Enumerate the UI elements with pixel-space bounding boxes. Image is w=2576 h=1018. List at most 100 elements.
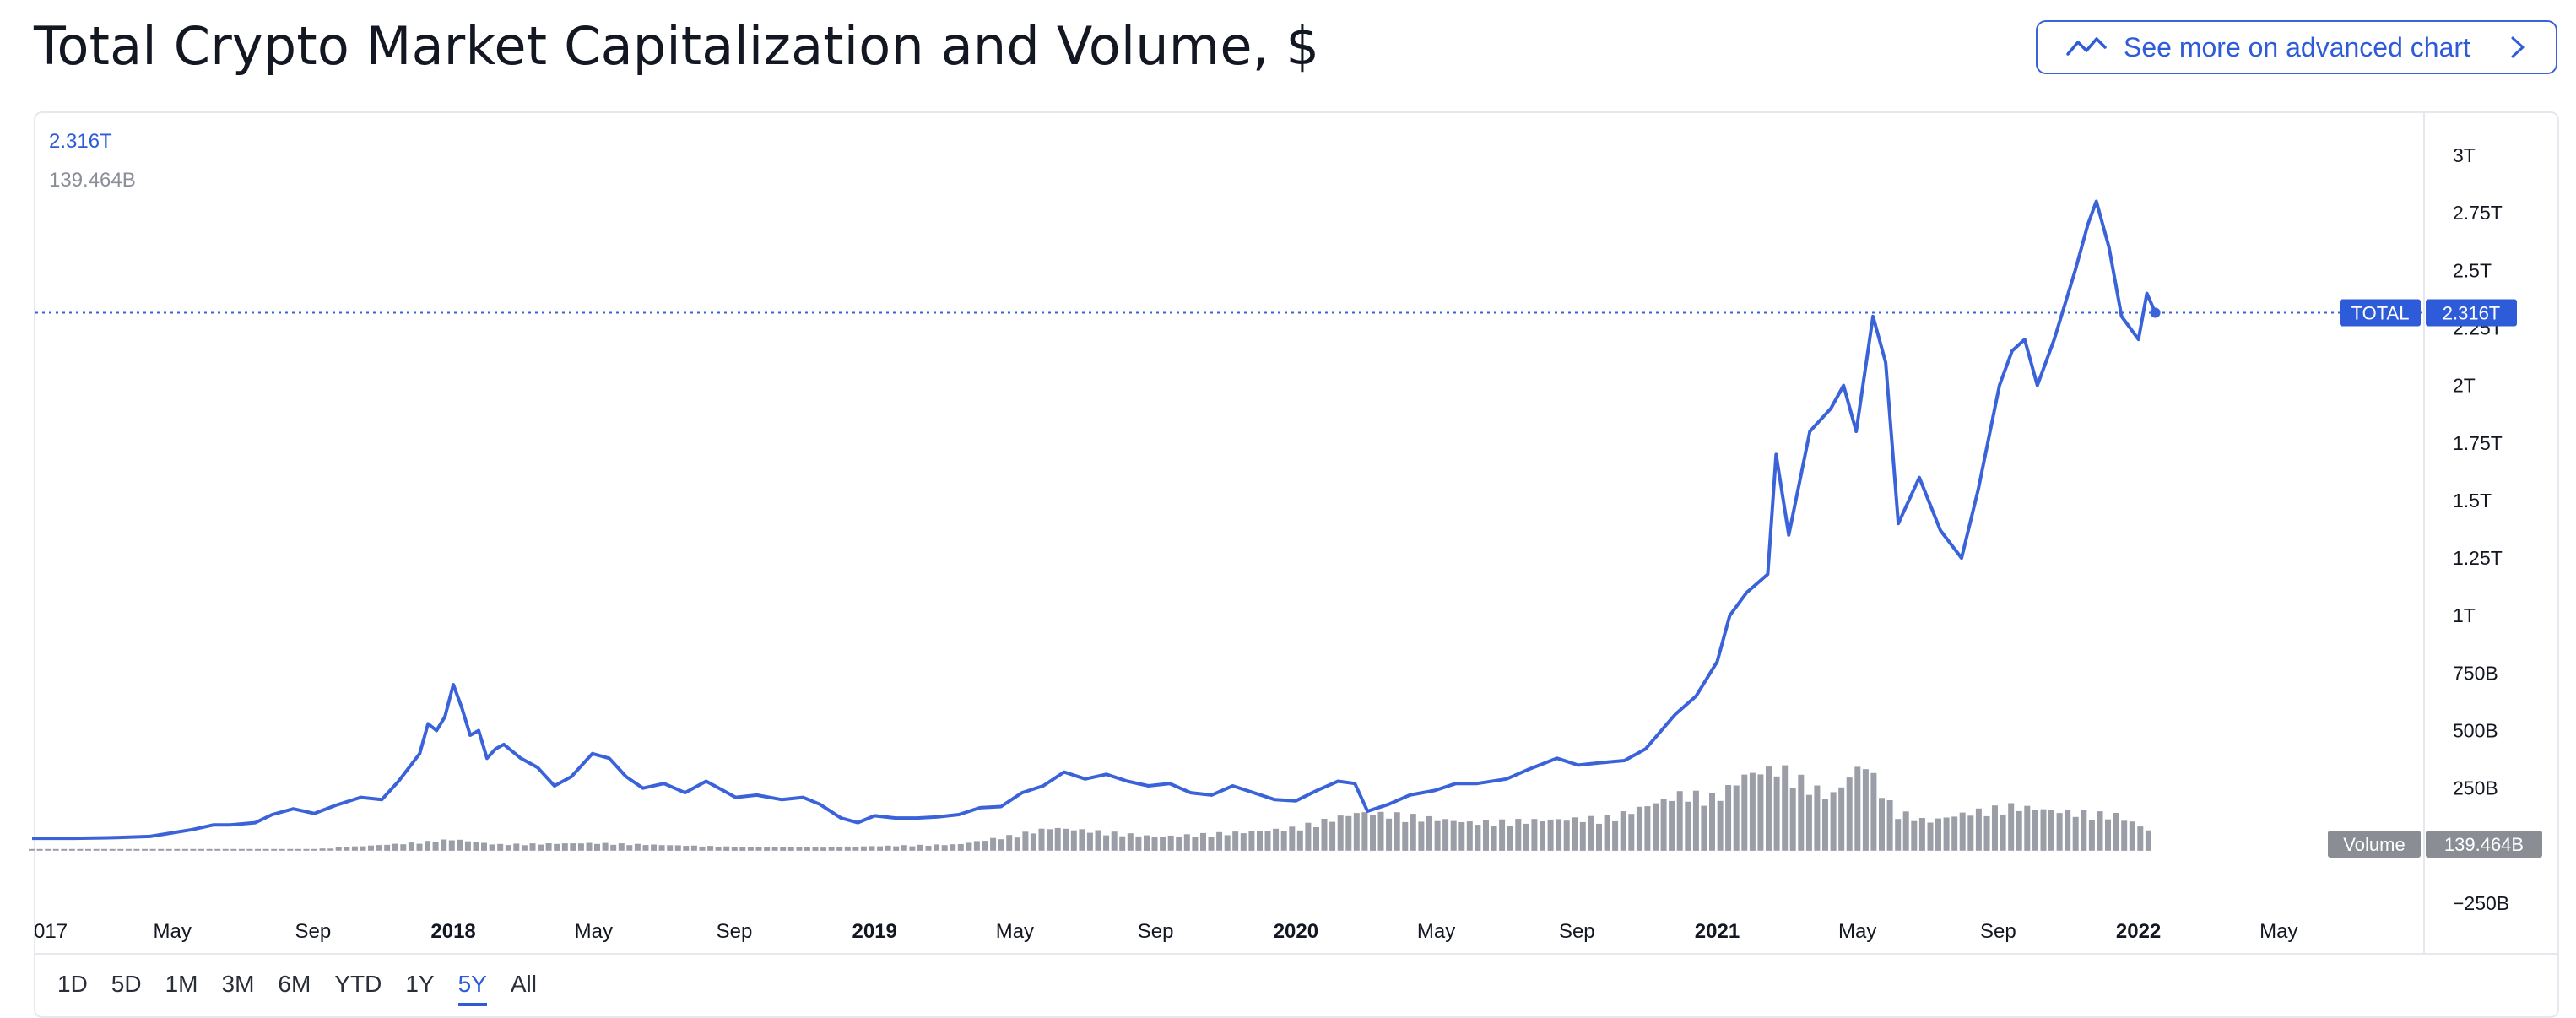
- volume-bar: [917, 844, 923, 851]
- volume-bar: [1394, 812, 1400, 851]
- x-tick-label: 017: [34, 920, 68, 943]
- volume-bar: [2000, 814, 2006, 851]
- volume-bar: [1911, 820, 1918, 851]
- volume-bar: [1701, 805, 1707, 851]
- volume-bar: [1014, 837, 1020, 851]
- volume-bar: [441, 839, 447, 851]
- range-button-ytd[interactable]: YTD: [334, 971, 382, 997]
- time-axis: 017 May Sep 2018 May Sep 2019 May Sep 2020 May Sep 2…: [34, 920, 2297, 943]
- volume-bar: [747, 847, 754, 851]
- volume-bar: [206, 848, 213, 851]
- volume-bar: [1895, 819, 1902, 851]
- volume-bar: [425, 841, 430, 851]
- volume-bar: [966, 842, 972, 851]
- volume-bar: [1805, 794, 1812, 851]
- volume-bar: [1313, 827, 1319, 851]
- volume-bar: [771, 847, 778, 851]
- x-tick-label: May: [996, 920, 1034, 943]
- volume-bar: [1030, 833, 1036, 851]
- volume-bar: [2105, 819, 2111, 851]
- volume-bar: [109, 848, 116, 851]
- volume-bar: [941, 845, 948, 851]
- volume-bar: [925, 846, 932, 851]
- x-tick-label: 2022: [2116, 920, 2161, 943]
- volume-bar: [1176, 837, 1182, 851]
- volume-bar: [295, 848, 301, 851]
- volume-bar: [1426, 815, 1432, 851]
- volume-bar: [755, 847, 762, 851]
- volume-bar: [125, 848, 132, 851]
- volume-bar: [52, 848, 59, 851]
- volume-bar: [820, 847, 827, 851]
- range-button-5y[interactable]: 5Y: [446, 967, 499, 1006]
- volume-bar: [1232, 831, 1239, 851]
- x-tick-label: Sep: [295, 920, 332, 943]
- volume-bar: [1450, 820, 1457, 851]
- volume-bar: [1224, 835, 1231, 851]
- volume-bar: [303, 848, 310, 851]
- range-button-5d[interactable]: 5D: [111, 971, 142, 997]
- volume-bar: [934, 844, 940, 851]
- volume-bar: [85, 848, 91, 851]
- last-price-dot: [2150, 307, 2161, 318]
- volume-bar: [1063, 828, 1069, 851]
- volume-bar: [690, 845, 697, 851]
- volume-bar: [739, 847, 746, 851]
- range-button-6m[interactable]: 6M: [278, 971, 311, 997]
- volume-bar: [1305, 822, 1312, 851]
- volume-bar: [1653, 803, 1659, 851]
- volume-bar: [780, 847, 787, 851]
- range-button-3m[interactable]: 3M: [221, 971, 255, 997]
- volume-bar: [1257, 831, 1263, 851]
- volume-bar: [1361, 812, 1368, 851]
- volume-bar: [1491, 826, 1497, 851]
- volume-bar: [68, 848, 75, 851]
- x-tick-label: May: [1838, 920, 1876, 943]
- range-button-1y[interactable]: 1Y: [405, 971, 435, 997]
- volume-bar: [1676, 791, 1683, 851]
- volume-bar: [1296, 830, 1303, 851]
- volume-bar: [529, 843, 536, 851]
- volume-bar: [1579, 821, 1586, 851]
- volume-bar: [570, 843, 576, 851]
- volume-badge-value: 139.464B: [2444, 834, 2524, 855]
- volume-bar: [101, 848, 108, 851]
- volume-bar: [1798, 774, 1805, 851]
- volume-bar: [1135, 836, 1142, 851]
- advanced-chart-button[interactable]: See more on advanced chart: [2036, 20, 2557, 74]
- x-tick-label: 2021: [1695, 920, 1740, 943]
- volume-bar: [1596, 823, 1602, 851]
- volume-bar: [869, 846, 875, 851]
- volume-bar: [1345, 815, 1352, 851]
- volume-bar: [222, 848, 229, 851]
- volume-bar: [1572, 817, 1578, 851]
- volume-bar: [481, 842, 487, 851]
- volume-bar: [1709, 793, 1715, 851]
- volume-bar: [796, 847, 803, 851]
- legend-volume-value: 139.464B: [49, 169, 136, 192]
- x-tick-label: May: [154, 920, 192, 943]
- volume-bar: [667, 845, 674, 851]
- volume-bar: [1095, 830, 1101, 851]
- volume-bar: [368, 845, 374, 851]
- volume-bar: [93, 848, 100, 851]
- volume-bar: [554, 843, 560, 851]
- volume-bar: [376, 845, 382, 851]
- volume-bar: [1079, 829, 1085, 851]
- volume-bar: [1540, 821, 1545, 851]
- range-button-all[interactable]: All: [510, 971, 537, 997]
- x-tick-label: Sep: [1138, 920, 1174, 943]
- volume-bar: [489, 844, 495, 851]
- volume-bar: [1741, 774, 1748, 851]
- range-button-1d[interactable]: 1D: [57, 971, 88, 997]
- volume-bar: [319, 848, 326, 851]
- volume-bar: [1782, 765, 1789, 851]
- volume-bar: [1442, 819, 1449, 851]
- range-button-1m[interactable]: 1M: [165, 971, 198, 997]
- volume-bar: [2008, 803, 2015, 851]
- volume-bar: [1054, 827, 1061, 851]
- volume-bar: [1830, 792, 1837, 851]
- volume-bar: [1070, 830, 1077, 851]
- volume-bar: [392, 843, 398, 851]
